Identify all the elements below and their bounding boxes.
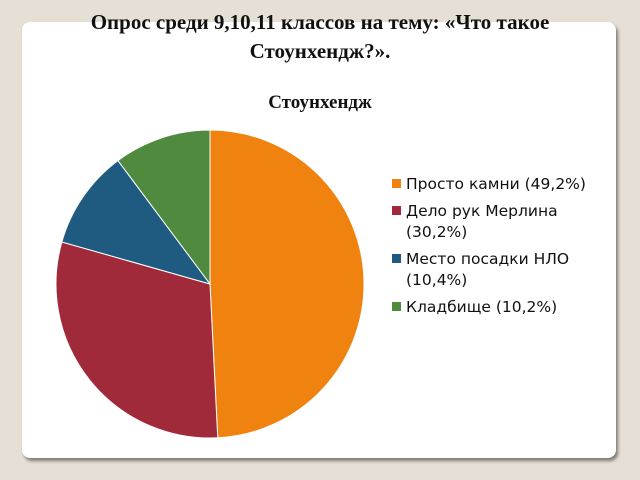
legend-swatch-0 xyxy=(392,179,401,188)
chart-legend: Просто камни (49,2%) Дело рук Мерлина (30… xyxy=(392,174,602,324)
legend-item-1: Дело рук Мерлина (30,2%) xyxy=(392,201,602,243)
legend-swatch-1 xyxy=(392,206,401,215)
pie-slice-3 xyxy=(117,129,211,286)
slide-title-line2: Стоунхендж?». xyxy=(249,39,391,63)
legend-label-0: Просто камни (49,2%) xyxy=(406,175,586,193)
legend-label-3: Кладбище (10,2%) xyxy=(406,298,558,316)
chart-title: Стоунхендж xyxy=(268,92,372,113)
slide-title-line1: Опрос среди 9,10,11 классов на тему: «Чт… xyxy=(90,10,550,34)
legend-swatch-2 xyxy=(392,254,401,263)
slide-title: Опрос среди 9,10,11 классов на тему: «Чт… xyxy=(0,8,640,66)
pie-slice-2 xyxy=(61,159,212,285)
legend-item-3: Кладбище (10,2%) xyxy=(392,297,602,318)
legend-swatch-3 xyxy=(392,302,401,311)
legend-item-2: Место посадки НЛО (10,4%) xyxy=(392,249,602,291)
legend-item-0: Просто камни (49,2%) xyxy=(392,174,602,195)
legend-label-1: Дело рук Мерлина (30,2%) xyxy=(406,202,558,241)
legend-label-2: Место посадки НЛО (10,4%) xyxy=(406,250,570,289)
pie-slice-0 xyxy=(209,129,365,439)
pie-slice-1 xyxy=(55,241,219,439)
